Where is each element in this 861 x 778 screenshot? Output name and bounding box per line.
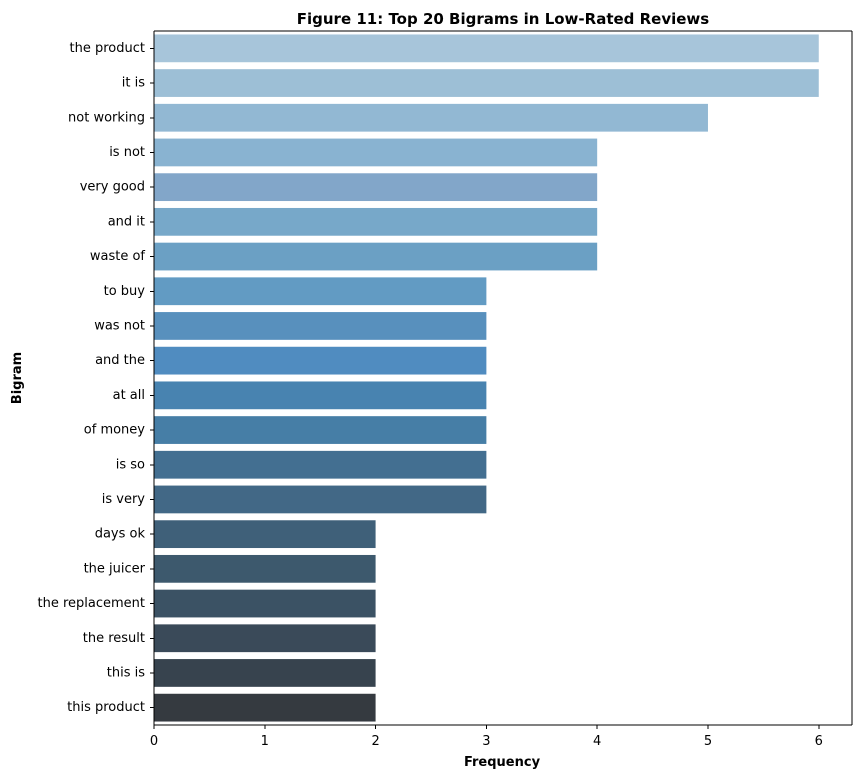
y-tick-label: at all: [113, 388, 145, 403]
y-axis-ticks: the product it is not working is not very go…: [38, 41, 154, 715]
y-tick-label: of money: [84, 423, 146, 438]
bar: [154, 520, 376, 549]
x-tick-label: 2: [371, 734, 379, 749]
y-tick-label: the juicer: [84, 561, 146, 576]
x-tick-label: 1: [261, 734, 269, 749]
bar: [154, 346, 487, 375]
bar: [154, 312, 487, 340]
x-axis-ticks: 0 1 2 3 4 5 6: [150, 725, 823, 749]
bar: [154, 485, 487, 514]
bar: [154, 659, 376, 687]
bars-layer: [154, 34, 819, 722]
y-tick-label: is so: [116, 457, 145, 472]
bar: [154, 554, 376, 583]
chart-title: Figure 11: Top 20 Bigrams in Low-Rated R…: [297, 10, 710, 28]
bar: [154, 138, 598, 167]
y-tick-label: to buy: [104, 284, 146, 299]
y-tick-label: the product: [70, 41, 145, 56]
bar: [154, 242, 598, 271]
bar: [154, 624, 376, 653]
bar: [154, 69, 819, 97]
y-tick-label: the result: [83, 631, 145, 646]
x-tick-label: 0: [150, 734, 158, 749]
x-tick-label: 3: [482, 734, 490, 749]
bar: [154, 207, 598, 236]
bar: [154, 450, 487, 479]
x-tick-label: 5: [704, 734, 712, 749]
y-tick-label: was not: [94, 318, 145, 333]
y-tick-label: this is: [107, 665, 145, 680]
y-tick-label: very good: [80, 180, 145, 195]
y-tick-label: days ok: [95, 527, 146, 542]
y-tick-label: it is: [122, 76, 145, 91]
y-tick-label: and the: [95, 353, 145, 368]
x-tick-label: 6: [815, 734, 823, 749]
y-tick-label: not working: [68, 110, 145, 125]
bar: [154, 277, 487, 306]
bar: [154, 589, 376, 618]
bar: [154, 173, 598, 202]
y-tick-label: and it: [108, 214, 145, 229]
x-axis-label: Frequency: [464, 755, 541, 770]
bar: [154, 381, 487, 410]
y-tick-label: this product: [67, 700, 145, 715]
y-tick-label: waste of: [90, 249, 146, 264]
bar: [154, 34, 819, 63]
y-tick-label: is very: [102, 492, 146, 507]
bar: [154, 103, 708, 132]
bar: [154, 693, 376, 722]
bar: [154, 416, 487, 444]
y-tick-label: is not: [109, 145, 145, 160]
x-tick-label: 4: [593, 734, 601, 749]
y-tick-label: the replacement: [38, 596, 146, 611]
y-axis-label: Bigram: [10, 352, 25, 404]
